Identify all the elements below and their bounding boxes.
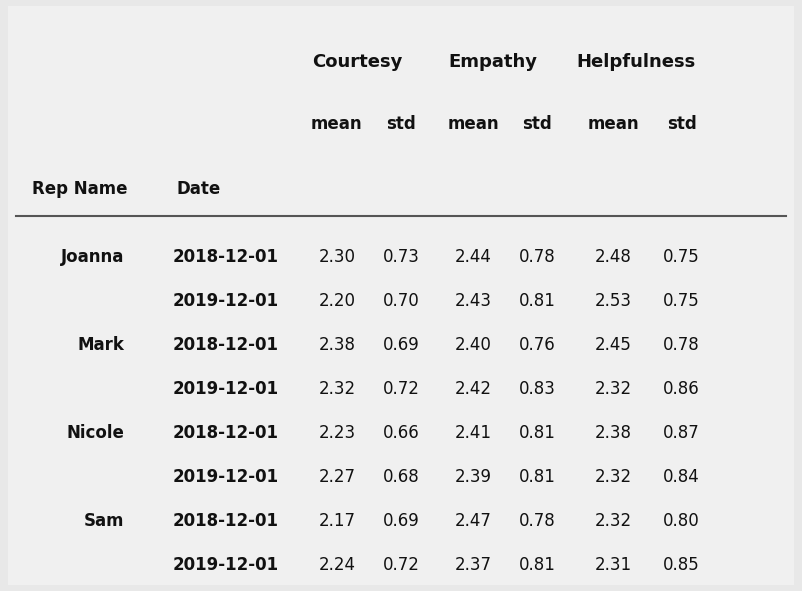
Text: 0.81: 0.81 <box>519 424 556 442</box>
Text: std: std <box>522 115 553 133</box>
Text: 2019-12-01: 2019-12-01 <box>172 556 278 574</box>
Text: 0.69: 0.69 <box>383 512 419 530</box>
Text: 2.23: 2.23 <box>318 424 355 442</box>
Text: 0.69: 0.69 <box>383 336 419 354</box>
Text: Helpfulness: Helpfulness <box>576 53 695 71</box>
Text: 2.30: 2.30 <box>318 248 355 266</box>
Text: Sam: Sam <box>84 512 124 530</box>
Text: 2.53: 2.53 <box>595 292 632 310</box>
Text: 2.32: 2.32 <box>318 380 355 398</box>
Text: 0.81: 0.81 <box>519 292 556 310</box>
Text: 0.87: 0.87 <box>663 424 700 442</box>
Text: 2019-12-01: 2019-12-01 <box>172 380 278 398</box>
Text: 0.83: 0.83 <box>519 380 556 398</box>
Text: 2.43: 2.43 <box>455 292 492 310</box>
Text: 2018-12-01: 2018-12-01 <box>172 336 278 354</box>
Text: 0.78: 0.78 <box>519 248 556 266</box>
Text: 0.81: 0.81 <box>519 468 556 486</box>
FancyBboxPatch shape <box>8 6 794 585</box>
Text: 0.80: 0.80 <box>663 512 700 530</box>
Text: 0.72: 0.72 <box>383 380 419 398</box>
Text: 2.38: 2.38 <box>318 336 355 354</box>
Text: 2.45: 2.45 <box>595 336 632 354</box>
Text: mean: mean <box>311 115 363 133</box>
Text: 2.47: 2.47 <box>455 512 492 530</box>
Text: 2.38: 2.38 <box>595 424 632 442</box>
Text: 0.76: 0.76 <box>519 336 556 354</box>
Text: Joanna: Joanna <box>61 248 124 266</box>
Text: 2.40: 2.40 <box>455 336 492 354</box>
Text: Date: Date <box>176 180 221 198</box>
Text: 0.75: 0.75 <box>663 248 700 266</box>
Text: 0.72: 0.72 <box>383 556 419 574</box>
Text: 2018-12-01: 2018-12-01 <box>172 424 278 442</box>
Text: Nicole: Nicole <box>67 424 124 442</box>
Text: 2.37: 2.37 <box>455 556 492 574</box>
Text: 2.24: 2.24 <box>318 556 355 574</box>
Text: 2019-12-01: 2019-12-01 <box>172 468 278 486</box>
Text: 0.81: 0.81 <box>519 556 556 574</box>
Text: 0.70: 0.70 <box>383 292 419 310</box>
Text: 2.32: 2.32 <box>595 468 632 486</box>
Text: std: std <box>386 115 416 133</box>
Text: 0.86: 0.86 <box>663 380 700 398</box>
Text: 0.66: 0.66 <box>383 424 419 442</box>
Text: Rep Name: Rep Name <box>32 180 128 198</box>
Text: 2018-12-01: 2018-12-01 <box>172 512 278 530</box>
Text: 0.78: 0.78 <box>663 336 700 354</box>
Text: 0.78: 0.78 <box>519 512 556 530</box>
Text: 2.32: 2.32 <box>595 380 632 398</box>
Text: std: std <box>666 115 697 133</box>
Text: 2019-12-01: 2019-12-01 <box>172 292 278 310</box>
Text: Courtesy: Courtesy <box>312 53 402 71</box>
Text: Empathy: Empathy <box>449 53 537 71</box>
Text: 2.44: 2.44 <box>455 248 492 266</box>
Text: 0.84: 0.84 <box>663 468 700 486</box>
Text: mean: mean <box>588 115 639 133</box>
Text: 0.85: 0.85 <box>663 556 700 574</box>
Text: mean: mean <box>448 115 499 133</box>
Text: 2.31: 2.31 <box>595 556 632 574</box>
Text: 0.68: 0.68 <box>383 468 419 486</box>
Text: 2.48: 2.48 <box>595 248 632 266</box>
Text: Mark: Mark <box>78 336 124 354</box>
Text: 0.73: 0.73 <box>383 248 419 266</box>
Text: 2.32: 2.32 <box>595 512 632 530</box>
Text: 2018-12-01: 2018-12-01 <box>172 248 278 266</box>
Text: 2.17: 2.17 <box>318 512 355 530</box>
Text: 2.42: 2.42 <box>455 380 492 398</box>
Text: 2.20: 2.20 <box>318 292 355 310</box>
Text: 2.41: 2.41 <box>455 424 492 442</box>
Text: 2.27: 2.27 <box>318 468 355 486</box>
Text: 2.39: 2.39 <box>455 468 492 486</box>
Text: 0.75: 0.75 <box>663 292 700 310</box>
